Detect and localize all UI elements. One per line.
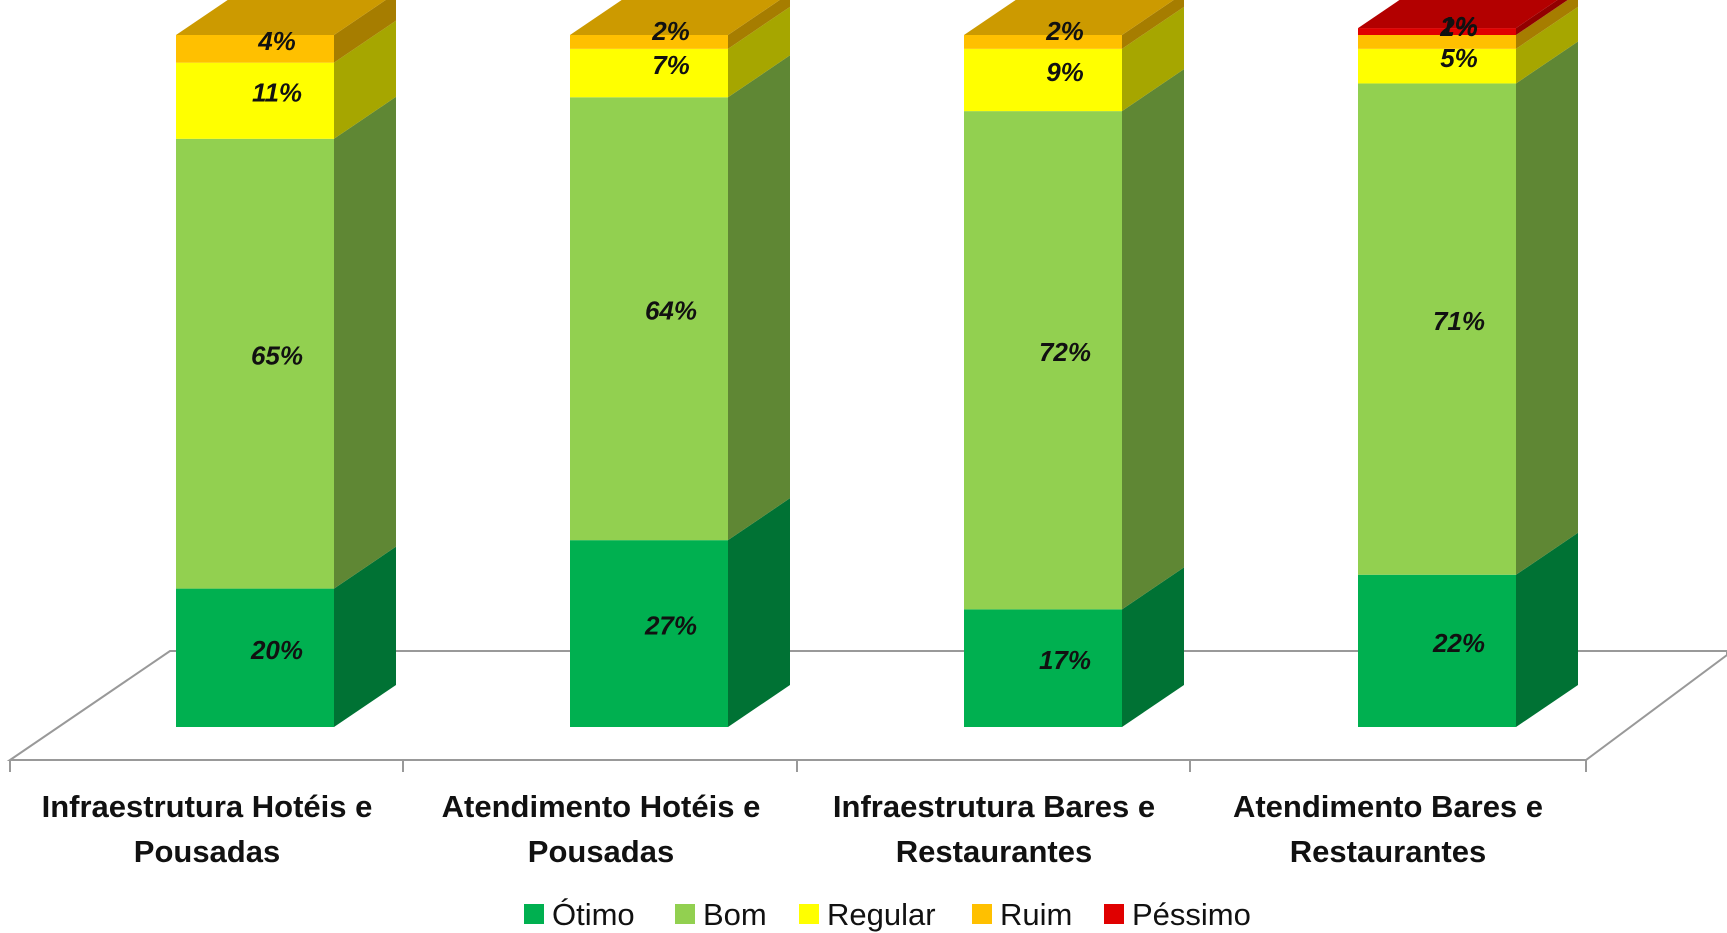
bar-segment: [964, 111, 1122, 610]
bar-top: [1358, 0, 1558, 29]
bar-segment: [1358, 48, 1516, 84]
category-label: Infraestrutura Hotéis e: [42, 789, 373, 824]
legend: Ótimo Bom Regular Ruim Péssimo: [524, 897, 1251, 932]
legend-label: Ruim: [1000, 897, 1072, 932]
bar-top: [964, 0, 1174, 35]
bar-side: [728, 6, 790, 98]
data-label: 72%: [1039, 337, 1091, 367]
legend-label: Regular: [827, 897, 936, 932]
bar-side: [1516, 41, 1578, 575]
legend-item: Ótimo: [524, 897, 635, 932]
bars-group: [176, 0, 1578, 727]
data-label: 1%: [1440, 11, 1478, 41]
bar-side: [334, 96, 396, 589]
bar-side: [334, 0, 396, 63]
bar-stack: [964, 0, 1184, 727]
bar-segment: [176, 138, 334, 589]
bar-side: [1122, 6, 1184, 112]
category-label: Pousadas: [528, 834, 674, 869]
legend-label: Péssimo: [1132, 897, 1251, 932]
data-labels-group: 20%65%11%4%27%64%7%2%17%72%9%2%22%71%5%2…: [250, 11, 1485, 675]
bar-side: [334, 20, 396, 139]
data-label: 2%: [1439, 12, 1478, 42]
bar-segment: [570, 540, 728, 727]
legend-swatch: [1104, 904, 1124, 924]
data-label: 5%: [1440, 43, 1478, 73]
legend-item: Ruim: [972, 897, 1072, 932]
category-label: Pousadas: [134, 834, 280, 869]
data-label: 22%: [1432, 628, 1485, 658]
legend-swatch: [675, 904, 695, 924]
bar-segment: [964, 48, 1122, 112]
data-label: 11%: [252, 78, 302, 108]
category-label: Atendimento Bares e: [1233, 789, 1543, 824]
bar-segment: [964, 609, 1122, 727]
bar-side: [1122, 567, 1184, 727]
bar-side: [1516, 532, 1578, 727]
bar-segment: [1358, 83, 1516, 575]
bar-segment: [570, 48, 728, 98]
legend-item: Bom: [675, 897, 767, 932]
bar-side: [1122, 0, 1184, 49]
legend-label: Bom: [703, 897, 767, 932]
bar-side: [728, 0, 790, 49]
bar-stack: [176, 0, 396, 727]
legend-swatch: [524, 904, 544, 924]
bar-segment: [1358, 28, 1516, 35]
bar-side: [1516, 6, 1578, 84]
data-label: 65%: [251, 341, 303, 371]
data-label: 20%: [250, 635, 303, 665]
data-label: 27%: [644, 611, 697, 641]
data-label: 7%: [652, 50, 690, 80]
category-labels-group: Infraestrutura Hotéis e Pousadas Atendimen…: [42, 789, 1543, 869]
bar-side: [1122, 69, 1184, 610]
data-label: 9%: [1046, 57, 1084, 87]
data-label: 64%: [645, 296, 697, 326]
bar-segment: [964, 35, 1122, 49]
bar-segment: [1358, 574, 1516, 727]
data-label: 71%: [1433, 306, 1485, 336]
legend-item: Péssimo: [1104, 897, 1251, 932]
bar-segment: [570, 35, 728, 49]
bar-side: [728, 498, 790, 727]
bar-side: [1516, 0, 1578, 49]
legend-swatch: [799, 904, 819, 924]
bar-side: [728, 55, 790, 541]
bar-segment: [1358, 35, 1516, 49]
bar-segment: [176, 588, 334, 727]
bar-segment: [570, 97, 728, 541]
legend-item: Regular: [799, 897, 936, 932]
bar-side: [334, 546, 396, 727]
bar-stack: [1358, 0, 1578, 727]
legend-label: Ótimo: [552, 897, 635, 932]
category-label: Restaurantes: [896, 834, 1092, 869]
bar-segment: [176, 35, 334, 63]
data-label: 4%: [257, 26, 296, 56]
bar-top: [570, 0, 780, 35]
data-label: 2%: [1045, 16, 1084, 46]
category-label: Atendimento Hotéis e: [442, 789, 761, 824]
data-label: 2%: [651, 16, 690, 46]
data-label: 17%: [1039, 645, 1091, 675]
bar-side: [1516, 0, 1568, 35]
bar-stack: [570, 0, 790, 727]
legend-swatch: [972, 904, 992, 924]
bar-top: [176, 0, 386, 35]
category-label: Infraestrutura Bares e: [833, 789, 1155, 824]
category-label: Restaurantes: [1290, 834, 1486, 869]
bar-segment: [176, 62, 334, 139]
